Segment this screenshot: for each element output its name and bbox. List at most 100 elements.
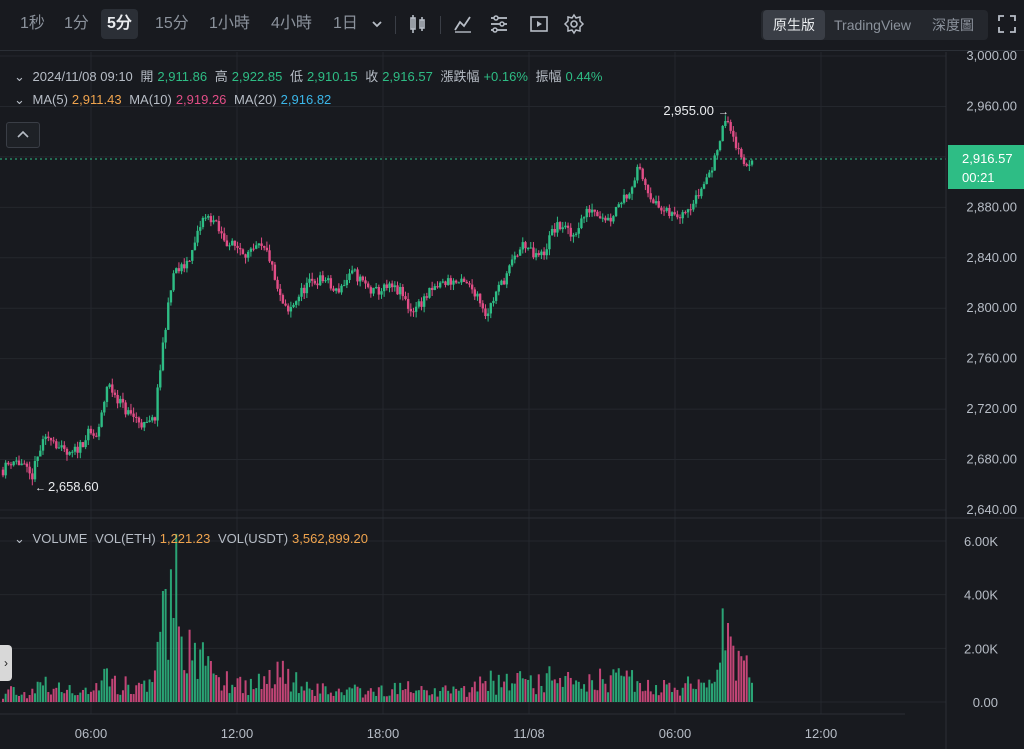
- candle-body: [167, 302, 170, 330]
- candle-body: [750, 160, 754, 165]
- candle-body: [556, 222, 559, 233]
- candle-body: [199, 227, 202, 231]
- replay-icon[interactable]: [528, 13, 550, 35]
- candle-body: [473, 289, 476, 297]
- candle-body: [60, 445, 63, 448]
- volume-bar: [71, 693, 74, 702]
- candle-body: [279, 288, 282, 296]
- collapse-chevron-icon[interactable]: ⌄: [14, 531, 25, 546]
- volume-bar: [89, 691, 92, 702]
- candle-body: [606, 217, 610, 221]
- candle-body: [295, 301, 298, 305]
- view-switcher: 原生版 TradingView 深度圖: [761, 10, 988, 40]
- list-settings-icon[interactable]: [488, 13, 510, 35]
- timeframe-1m[interactable]: 1分: [64, 15, 89, 32]
- candle-body: [321, 275, 325, 282]
- chevron-down-icon[interactable]: [366, 13, 388, 35]
- volume-bar: [404, 689, 407, 702]
- volume-bar: [257, 673, 260, 702]
- candle-body: [414, 306, 418, 312]
- candle-body: [388, 283, 391, 288]
- volume-bar: [561, 686, 564, 702]
- indicator-icon[interactable]: [452, 13, 474, 35]
- timeframe-5m[interactable]: 5分: [101, 9, 138, 39]
- timeframe-1d[interactable]: 1日: [333, 15, 358, 32]
- candle-body: [425, 296, 429, 298]
- volume-bar: [497, 674, 500, 702]
- candle-body: [726, 121, 730, 123]
- candle-body: [169, 290, 173, 303]
- timeframe-4h[interactable]: 4小時: [271, 15, 312, 32]
- volume-bar: [447, 690, 450, 702]
- timeframe-15m[interactable]: 15分: [155, 15, 189, 32]
- view-depth[interactable]: 深度圖: [932, 17, 974, 33]
- candle-body: [28, 466, 31, 474]
- candle-body: [684, 212, 687, 214]
- volume-bar: [687, 676, 690, 702]
- view-native[interactable]: 原生版: [763, 10, 825, 40]
- candle-body: [284, 303, 287, 306]
- candle-body: [140, 422, 143, 428]
- volume-bar: [175, 533, 178, 702]
- timeframe-1h[interactable]: 1小時: [209, 15, 250, 32]
- volume-bar: [727, 623, 730, 702]
- collapse-chevron-icon[interactable]: ⌄: [14, 69, 25, 84]
- collapse-indicators-button[interactable]: [6, 122, 40, 148]
- volume-bar: [292, 682, 295, 702]
- candle-body: [292, 304, 295, 308]
- candle-body: [662, 210, 666, 212]
- volume-bar: [740, 656, 743, 702]
- candle-body: [164, 329, 167, 343]
- candle-body: [175, 268, 178, 274]
- volume-bar: [748, 677, 751, 702]
- volume-bar: [332, 695, 335, 702]
- fullscreen-icon[interactable]: [996, 13, 1018, 35]
- volume-bar: [73, 695, 76, 702]
- candle-body: [409, 308, 413, 312]
- volume-bar: [609, 675, 612, 702]
- candle-countdown: 00:21: [962, 170, 995, 185]
- candle-body: [633, 180, 636, 188]
- candle-body: [15, 460, 18, 462]
- candle-body: [340, 285, 343, 293]
- gear-icon[interactable]: [563, 13, 585, 35]
- candlestick-type-icon[interactable]: [407, 13, 429, 35]
- timeframe-1s[interactable]: 1秒: [20, 15, 45, 32]
- candle-body: [225, 240, 229, 247]
- volume-bar: [569, 677, 572, 702]
- volume-bar: [617, 668, 620, 702]
- volume-bar: [417, 690, 420, 702]
- view-tradingview[interactable]: TradingView: [834, 17, 912, 33]
- open-value: 2,911.86: [157, 69, 208, 84]
- candle-body: [119, 398, 122, 404]
- volume-bar: [436, 696, 439, 702]
- collapse-chevron-icon[interactable]: ⌄: [14, 92, 25, 107]
- volume-bar: [79, 692, 82, 702]
- candle-body: [332, 288, 335, 291]
- candle-body: [353, 269, 357, 271]
- high-annotation-arrow: →: [718, 106, 729, 118]
- volume-bar: [284, 683, 287, 702]
- volume-bar: [159, 631, 162, 702]
- side-panel-toggle[interactable]: ›: [0, 645, 12, 681]
- candle-body: [638, 166, 642, 169]
- candle-body: [510, 259, 514, 266]
- volume-bar: [591, 680, 594, 702]
- volume-bar: [169, 569, 172, 702]
- candle-body: [127, 410, 130, 415]
- volume-bar: [4, 693, 7, 702]
- price-tick-label: 3,000.00: [966, 48, 1017, 63]
- chart-grid: [0, 52, 946, 714]
- volume-bar: [276, 661, 279, 702]
- low-label: 低: [289, 69, 303, 84]
- volume-bar: [23, 692, 26, 702]
- vol-eth-label: VOL(ETH): [95, 531, 156, 546]
- volume-bar: [444, 685, 447, 702]
- volume-bar: [625, 670, 628, 702]
- candle-body: [111, 384, 114, 393]
- candle-body: [620, 202, 623, 205]
- volume-bar: [185, 673, 188, 702]
- volume-bar: [212, 673, 215, 702]
- volume-bar: [705, 687, 708, 702]
- volume-bar: [268, 669, 271, 702]
